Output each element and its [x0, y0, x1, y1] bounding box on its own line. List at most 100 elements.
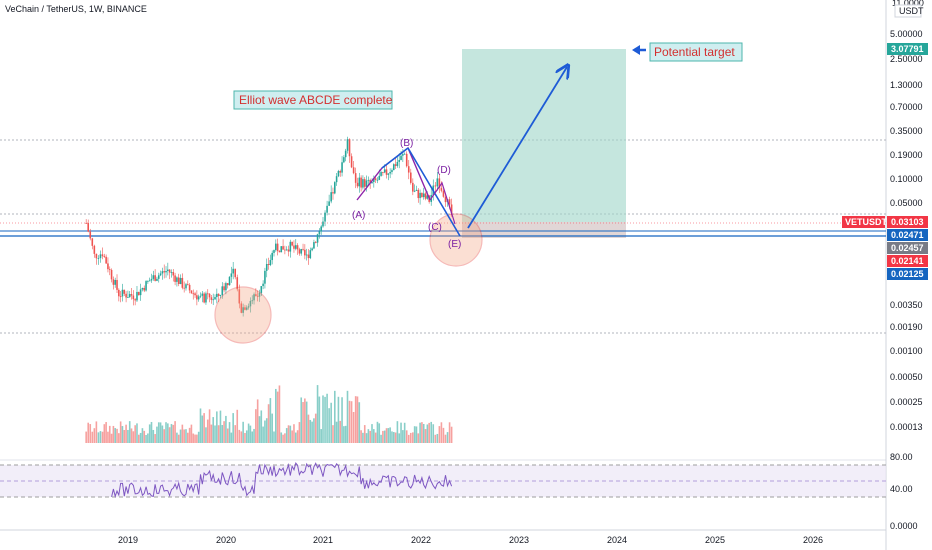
level-badge-3[interactable] [887, 255, 928, 267]
target-price-badge[interactable] [887, 43, 928, 55]
candle[interactable] [188, 284, 191, 291]
candle[interactable] [143, 287, 146, 291]
candle[interactable] [256, 295, 259, 297]
candle[interactable] [296, 245, 299, 250]
candle[interactable] [362, 179, 364, 188]
candle[interactable] [210, 297, 213, 300]
candle[interactable] [123, 289, 126, 294]
candle[interactable] [344, 150, 347, 158]
candle[interactable] [150, 278, 153, 281]
candle[interactable] [201, 293, 204, 296]
candle[interactable] [293, 245, 295, 249]
candle[interactable] [409, 172, 412, 183]
price-axis[interactable]: 11.0000 USDT 5.00000 2.50000 1.30000 0.7… [890, 0, 924, 531]
target-label-box[interactable] [649, 42, 743, 62]
candle[interactable] [242, 307, 244, 313]
candle[interactable] [179, 277, 182, 284]
candle[interactable] [139, 289, 142, 296]
level-badge-1[interactable] [887, 229, 928, 241]
candle[interactable] [219, 295, 222, 296]
candle[interactable] [300, 248, 303, 254]
candle[interactable] [107, 263, 109, 270]
candle[interactable] [402, 154, 404, 156]
candle[interactable] [147, 280, 149, 282]
candle[interactable] [436, 178, 439, 187]
candle[interactable] [337, 170, 340, 177]
price-badge[interactable] [887, 216, 928, 228]
candle[interactable] [205, 293, 207, 303]
candle[interactable] [132, 295, 135, 300]
candle[interactable] [339, 170, 342, 173]
candle[interactable] [352, 167, 355, 174]
candle[interactable] [358, 177, 361, 187]
candle[interactable] [294, 245, 297, 249]
candle[interactable] [172, 272, 175, 276]
candle[interactable] [424, 193, 427, 199]
candle[interactable] [287, 249, 290, 252]
level-badge-2[interactable] [887, 242, 928, 254]
candle[interactable] [192, 293, 195, 295]
candle[interactable] [130, 294, 133, 296]
candle[interactable] [105, 256, 107, 264]
candle[interactable] [157, 275, 160, 279]
candle[interactable] [326, 205, 328, 213]
candle[interactable] [363, 179, 366, 187]
candle[interactable] [369, 179, 371, 184]
candle[interactable] [208, 293, 211, 298]
candle[interactable] [322, 221, 324, 227]
candle[interactable] [275, 243, 277, 251]
candle[interactable] [199, 295, 202, 297]
candle[interactable] [203, 293, 205, 303]
candle[interactable] [271, 252, 273, 261]
candle[interactable] [121, 289, 124, 297]
elliott-label-box[interactable] [233, 90, 393, 110]
candle[interactable] [234, 268, 237, 278]
candle[interactable] [148, 280, 151, 282]
candle[interactable] [328, 201, 330, 206]
candle[interactable] [426, 195, 429, 199]
candle[interactable] [101, 254, 104, 257]
candle[interactable] [348, 139, 351, 157]
candle[interactable] [108, 269, 111, 270]
candle[interactable] [196, 295, 198, 300]
candle[interactable] [134, 299, 136, 301]
candle[interactable] [152, 275, 155, 279]
candle[interactable] [225, 283, 227, 291]
candle[interactable] [412, 182, 414, 192]
price-pane[interactable] [0, 0, 886, 530]
candle[interactable] [278, 250, 281, 253]
candle[interactable] [413, 190, 416, 192]
candle[interactable] [440, 187, 443, 191]
candle[interactable] [332, 192, 334, 194]
candle[interactable] [391, 170, 393, 172]
candle[interactable] [217, 293, 220, 296]
candle[interactable] [422, 193, 425, 198]
candle[interactable] [127, 297, 129, 298]
candle[interactable] [185, 284, 187, 289]
candle[interactable] [87, 223, 90, 232]
candle[interactable] [307, 254, 310, 259]
candle[interactable] [236, 277, 239, 290]
candle[interactable] [316, 234, 319, 243]
candle[interactable] [267, 264, 270, 266]
candle[interactable] [341, 162, 343, 173]
candle[interactable] [206, 293, 209, 295]
candle[interactable] [89, 231, 92, 239]
candle[interactable] [302, 248, 304, 250]
candle[interactable] [212, 299, 215, 301]
candle[interactable] [183, 287, 185, 289]
candle[interactable] [398, 159, 401, 162]
candle[interactable] [407, 166, 410, 173]
candle[interactable] [99, 254, 102, 259]
candle[interactable] [168, 269, 171, 273]
candle[interactable] [383, 169, 386, 173]
candle[interactable] [228, 276, 231, 286]
candle[interactable] [354, 173, 357, 183]
candle[interactable] [119, 296, 122, 298]
candle[interactable] [85, 222, 87, 224]
candle[interactable] [167, 269, 169, 272]
candle[interactable] [389, 171, 391, 174]
candle[interactable] [118, 289, 120, 297]
candle[interactable] [333, 182, 336, 194]
candle[interactable] [177, 277, 180, 284]
